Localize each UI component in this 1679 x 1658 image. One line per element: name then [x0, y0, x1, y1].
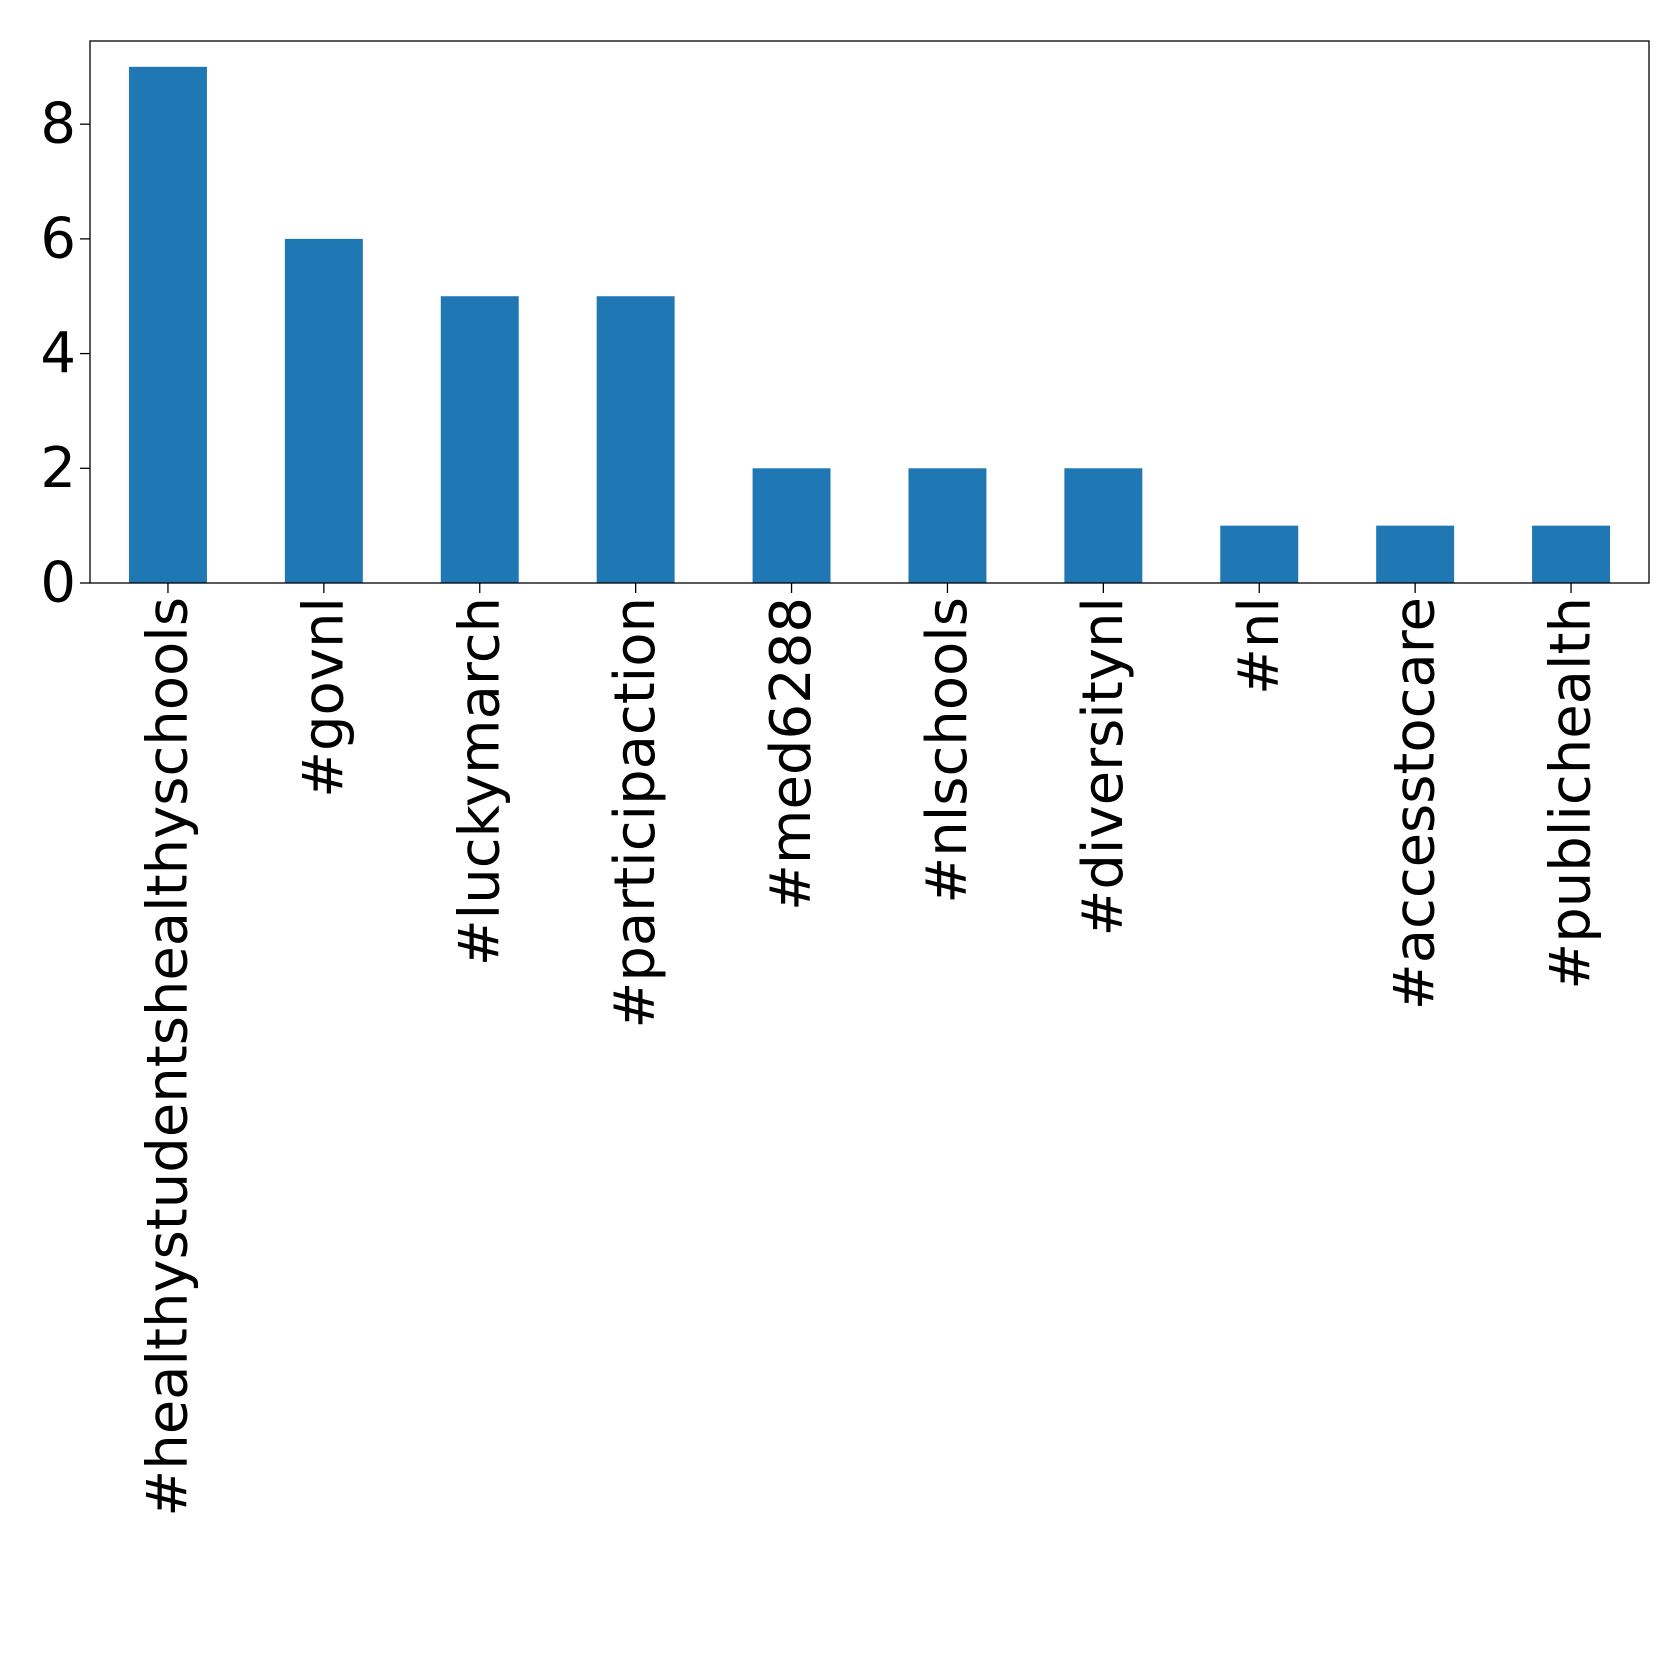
- y-tick-label: 6: [40, 206, 76, 271]
- x-axis: #healthystudentshealthyschools #govnl #luc…: [135, 583, 1604, 1517]
- x-tick-label: #govnl: [291, 597, 356, 798]
- y-tick-label: 4: [40, 321, 76, 386]
- bar-participaction: [596, 296, 675, 583]
- y-axis: 0 2 4 6 8: [40, 92, 90, 616]
- x-tick-label: #accesstocare: [1383, 597, 1448, 1010]
- bar-nlschools: [908, 468, 987, 583]
- bar-diversitynl: [1064, 468, 1143, 583]
- x-tick-label: #luckymarch: [447, 597, 512, 966]
- bar-nl: [1220, 525, 1299, 583]
- x-tick-label: #healthystudentshealthyschools: [135, 597, 200, 1517]
- bar-govnl: [284, 238, 363, 583]
- x-tick-label: #participaction: [603, 597, 668, 1029]
- bar-healthystudentshealthyschools: [128, 66, 207, 584]
- x-tick-label: #diversitynl: [1071, 597, 1136, 937]
- bar-accesstocare: [1376, 525, 1455, 583]
- bar-luckymarch: [440, 296, 519, 583]
- plot-frame: [89, 40, 1650, 584]
- x-tick-label: #nl: [1227, 597, 1292, 695]
- bar-publichealth: [1532, 525, 1611, 583]
- y-tick-label: 8: [40, 92, 76, 157]
- bars-layer: [128, 66, 1611, 584]
- y-tick-label: 0: [40, 551, 76, 616]
- x-tick-label: #med6288: [759, 597, 824, 911]
- y-tick-label: 2: [40, 436, 76, 501]
- x-tick-label: #publichealth: [1539, 597, 1604, 990]
- x-tick-label: #nlschools: [915, 597, 980, 904]
- bar-med6288: [752, 468, 831, 583]
